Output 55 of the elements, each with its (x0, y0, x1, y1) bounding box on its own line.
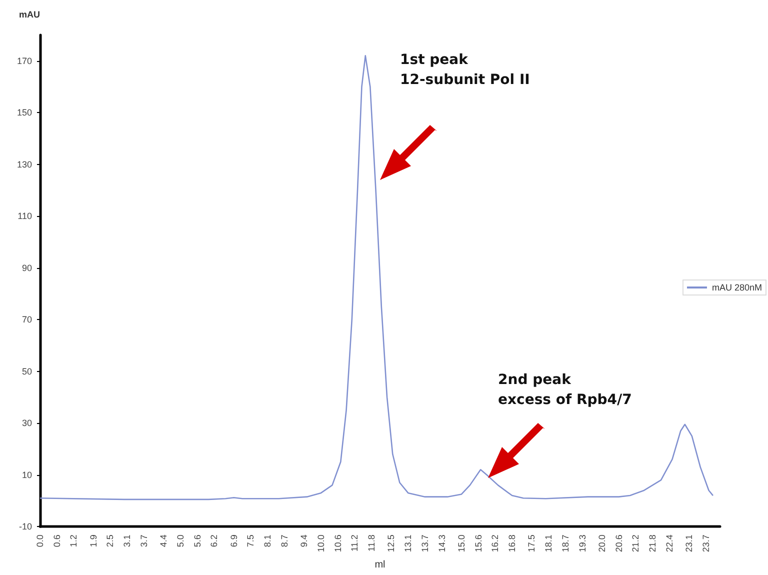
y-tick-label: 110 (18, 211, 32, 222)
x-tick-label: 11.8 (366, 534, 377, 552)
x-tick-label: 16.8 (507, 534, 518, 552)
annotation: 2nd peak excess of Rpb4/7 (498, 371, 632, 410)
x-tick-label: 22.4 (664, 534, 674, 552)
x-tick-label: 18.7 (560, 534, 570, 552)
x-tick-label: 3.1 (122, 534, 132, 548)
x-tick-label: 21.8 (648, 534, 658, 552)
x-tick-label: 14.3 (436, 534, 447, 552)
y-tick-label: -10 (18, 522, 32, 532)
x-tick-label: 8.1 (262, 534, 273, 548)
x-tick-label: 18.1 (544, 534, 554, 552)
x-tick-label: 20.6 (614, 534, 624, 552)
x-tick-label: 4.4 (158, 534, 169, 548)
x-tick-label: 9.4 (299, 534, 310, 548)
x-tick-label: 11.2 (350, 534, 360, 552)
y-tick-label: 170 (16, 56, 32, 66)
x-tick-label: 15.6 (473, 534, 484, 552)
x-tick-label: 8.7 (279, 534, 290, 548)
x-tick-label: 13.1 (403, 534, 414, 552)
x-tick-label: 0.0 (35, 534, 45, 548)
y-tick-label: 130 (16, 159, 32, 170)
y-axis-title: mAU (18, 10, 40, 20)
x-tick-label: 13.7 (420, 534, 430, 552)
x-tick-label: 23.7 (700, 534, 711, 552)
x-tick-label: 10.0 (316, 534, 326, 552)
x-tick-label: 1.2 (68, 534, 79, 548)
y-tick-label: 70 (22, 314, 32, 325)
x-tick-label: 16.2 (490, 534, 500, 552)
y-tick-label: 10 (22, 470, 32, 480)
legend-label: mAU 280nM (712, 282, 762, 292)
x-tick-label: 5.6 (192, 534, 202, 548)
x-tick-label: 7.5 (246, 534, 256, 548)
x-tick-label: 10.6 (332, 534, 343, 552)
x-tick-label: 17.5 (526, 534, 537, 552)
x-tick-label: 12.5 (386, 534, 396, 552)
y-tick-label: 90 (22, 262, 32, 273)
annotation: 1st peak 12-subunit Pol II (400, 51, 530, 90)
x-tick-label: 1.9 (88, 534, 98, 548)
x-tick-label: 3.7 (138, 534, 149, 548)
x-tick-label: 6.2 (209, 534, 220, 548)
y-tick-label: 30 (22, 418, 32, 428)
y-tick-label: 50 (22, 366, 32, 376)
x-tick-label: 2.5 (105, 534, 116, 548)
x-tick-label: 5.0 (175, 534, 186, 548)
y-tick-label: 150 (16, 108, 32, 118)
x-tick-label: 20.0 (596, 534, 607, 552)
x-tick-label: 23.1 (684, 534, 694, 552)
line-series (39, 55, 714, 500)
x-tick-label: 19.3 (577, 534, 588, 552)
x-tick-label: 21.2 (630, 534, 641, 552)
x-tick-label: 15.0 (456, 534, 466, 552)
x-tick-label: 6.9 (228, 534, 239, 548)
x-tick-label: 0.6 (52, 534, 62, 548)
x-axis-title: ml (374, 560, 386, 570)
